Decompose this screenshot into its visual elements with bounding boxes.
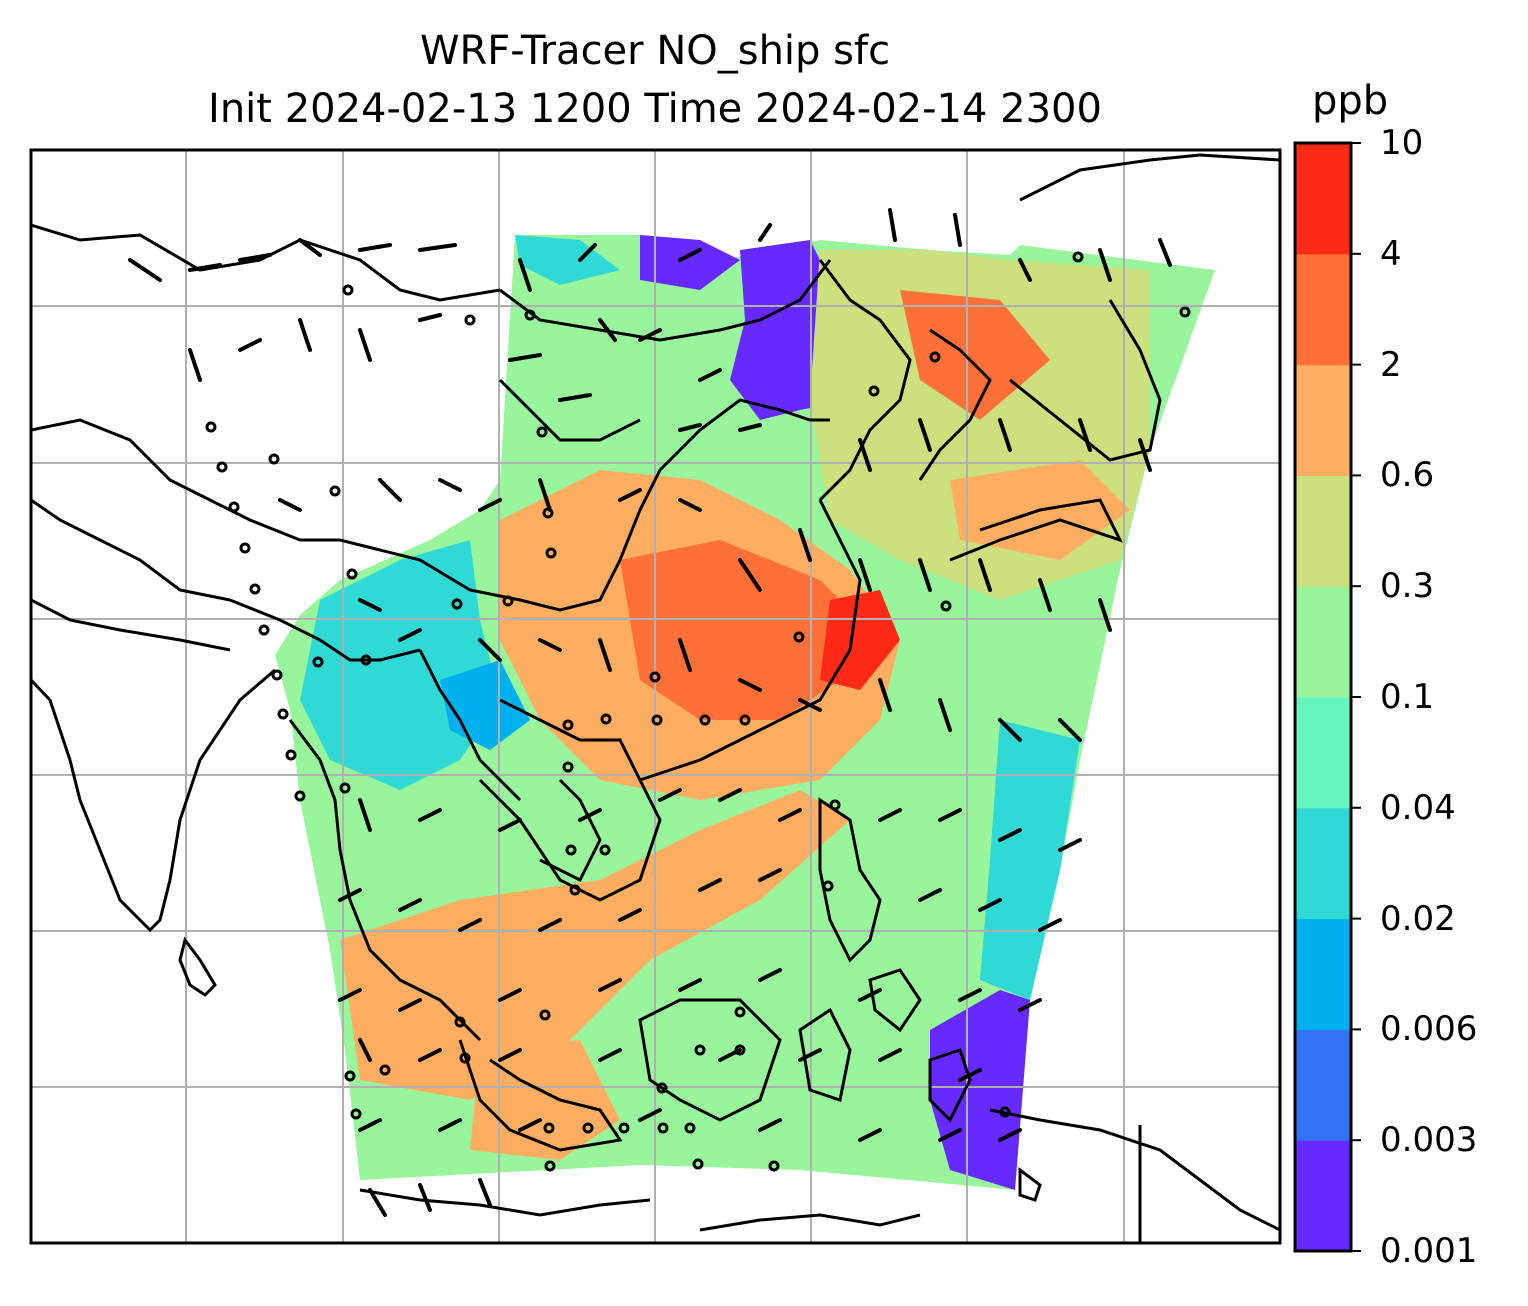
colorbar-bin [1295, 918, 1351, 1030]
colorbar-bin [1295, 364, 1351, 476]
map-frame [29, 148, 1282, 1245]
field-cyan-north [515, 235, 620, 285]
colorbar-bin [1295, 143, 1351, 255]
gridlines [31, 150, 1280, 1243]
coastlines [31, 153, 1280, 1232]
colorbar-tick-label: 0.006 [1380, 1009, 1478, 1050]
field-low-se [930, 990, 1030, 1190]
colorbar-tick-label: 4 [1380, 233, 1402, 274]
wind-barbs [128, 208, 1172, 1217]
calm-wind-circles [205, 251, 1191, 1172]
colorbar-tick-label: 0.6 [1380, 455, 1435, 496]
country-borders [31, 223, 1142, 1243]
colorbar-bin [1295, 253, 1351, 366]
chart-title: WRF-Tracer NO_ship sfc [419, 28, 891, 74]
colorbar-tick-label: 0.02 [1380, 898, 1456, 939]
colorbar-tick-label: 0.04 [1380, 787, 1456, 828]
colorbar [1295, 142, 1361, 1252]
colorbar-tick-label: 2 [1380, 344, 1402, 385]
colorbar-tick-label: 10 [1380, 123, 1424, 163]
colorbar-unit: ppb [1312, 78, 1389, 124]
colorbar-bin [1295, 1029, 1351, 1141]
colorbar-frame [1293, 141, 1353, 1253]
chart-subtitle: Init 2024-02-13 1200 Time 2024-02-14 230… [208, 86, 1102, 132]
colorbar-tick-label: 0.3 [1380, 566, 1435, 607]
field-low-ne [640, 235, 740, 290]
colorbar-bin [1295, 475, 1351, 587]
field-high-korea [900, 290, 1050, 420]
tracer-concentration-field [275, 235, 1215, 1190]
field-high-china [620, 540, 860, 720]
colorbar-bin [1295, 807, 1351, 920]
colorbar-tick-label: 0.003 [1380, 1120, 1478, 1161]
field-mid-south [340, 790, 850, 1100]
colorbar-bin [1295, 1140, 1351, 1252]
colorbar-tick-label: 0.001 [1380, 1231, 1478, 1271]
colorbar-bin [1295, 586, 1351, 698]
colorbar-tick-label: 0.1 [1380, 677, 1435, 717]
colorbar-bin [1295, 697, 1351, 809]
